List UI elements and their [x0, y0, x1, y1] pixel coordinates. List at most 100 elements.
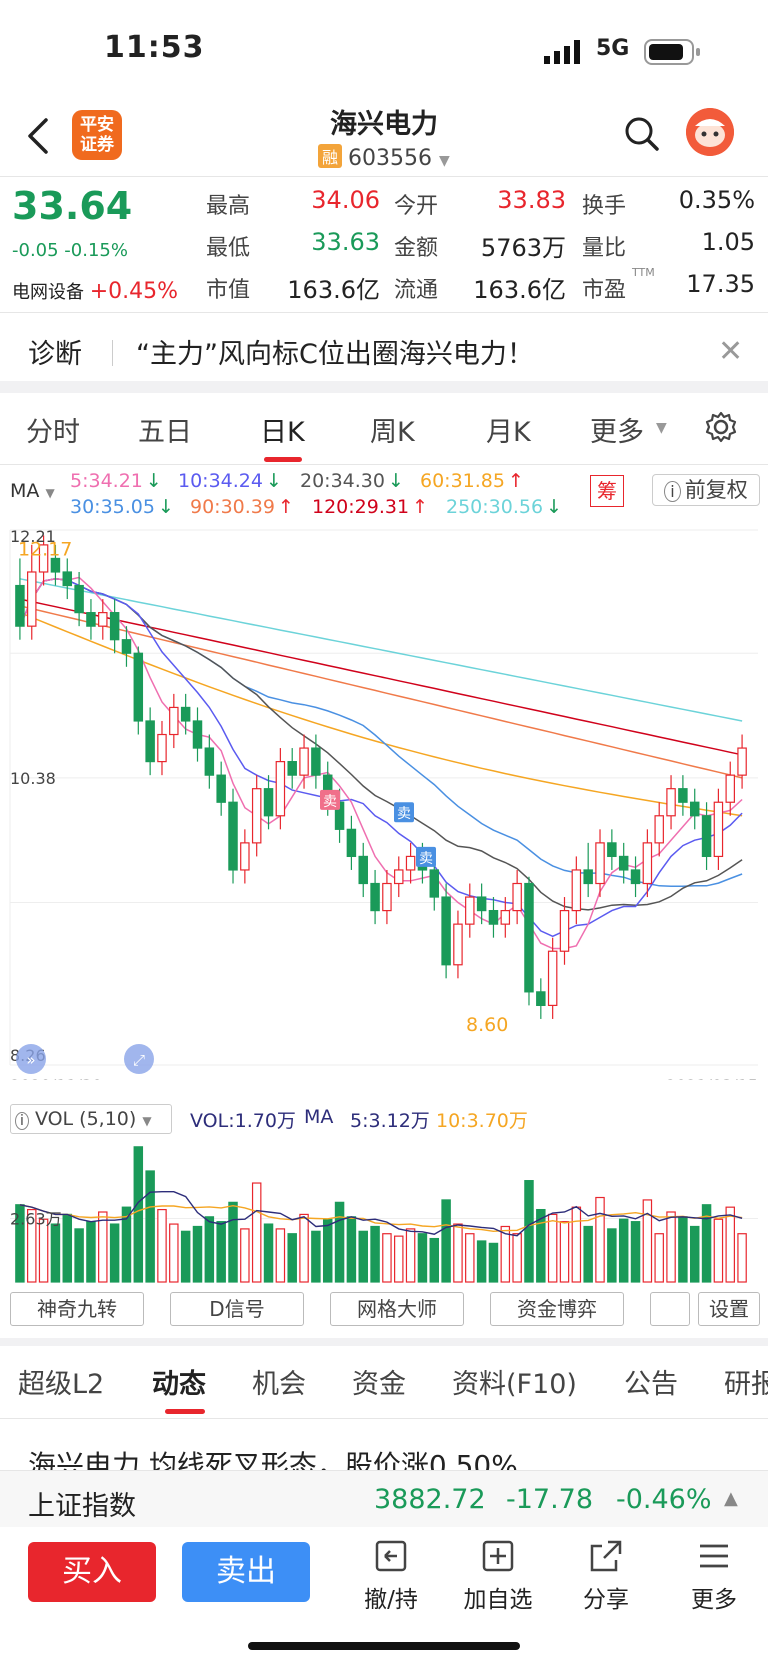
ma-legend-item: 120:29.31 ↑	[312, 496, 428, 518]
settings-gear-icon[interactable]	[704, 410, 738, 444]
footer-action-button[interactable]: 撤/持	[364, 1587, 418, 1613]
content-tab[interactable]: 动态	[152, 1369, 206, 1400]
tool-button[interactable]: 设置	[698, 1292, 760, 1326]
volume-bar	[441, 1199, 451, 1283]
volume-bar	[180, 1230, 191, 1283]
ma-line-250	[19, 578, 743, 722]
volume-ma-label: MA	[304, 1106, 334, 1128]
sector-name: 电网设备	[12, 282, 84, 303]
volume-bar	[263, 1223, 274, 1283]
volume-indicator-selector[interactable]: i VOL (5,10) ▼	[10, 1104, 172, 1134]
news-headline[interactable]: 海兴电力 均线死叉形态，股价涨0.50%	[28, 1449, 518, 1470]
volume-bar	[618, 1218, 629, 1283]
candle	[630, 856, 641, 898]
quote-label: 市盈	[582, 278, 627, 303]
content-tab[interactable]: 研报	[724, 1369, 768, 1400]
ma-legend-item: 5:34.21 ↓	[70, 470, 162, 492]
candle	[382, 869, 392, 925]
tool-button[interactable]: D信号	[170, 1292, 304, 1326]
volume-bar	[405, 1228, 416, 1283]
chart-tab[interactable]: 月K	[486, 417, 531, 448]
tool-button[interactable]: 神奇九转	[10, 1292, 144, 1326]
content-tab[interactable]: 资料(F10)	[452, 1369, 577, 1400]
candle	[595, 829, 605, 898]
stock-code-selector[interactable]: 融 603556 ▼	[318, 144, 450, 171]
ma-legend-item: 10:34.24 ↓	[178, 470, 282, 492]
home-indicator[interactable]	[248, 1642, 520, 1650]
candlestick-chart[interactable]: 12.2110.388.2612.178.602020/11/302021/03…	[0, 520, 768, 1080]
candle	[583, 842, 593, 898]
volume-bar	[346, 1216, 357, 1283]
volume-chart[interactable]: 2.63万	[0, 1136, 768, 1286]
content-tab[interactable]: 资金	[352, 1369, 406, 1400]
volume-bar	[38, 1218, 49, 1283]
fullscreen-icon: ⤢	[124, 1044, 154, 1074]
index-change-pct: -0.46%	[616, 1484, 712, 1515]
signal-icon	[544, 40, 580, 64]
back-arrow-icon[interactable]	[22, 114, 58, 158]
quote-value: 33.83	[497, 186, 566, 214]
candle	[713, 788, 724, 870]
ma-line-30	[19, 578, 743, 887]
candle	[74, 571, 84, 627]
candle	[240, 829, 250, 884]
content-tab[interactable]: 公告	[624, 1369, 678, 1400]
avatar[interactable]	[686, 108, 734, 156]
quote-value: 163.6亿	[287, 276, 380, 304]
sell-button[interactable]: 卖出	[182, 1542, 310, 1602]
volume-bar	[429, 1237, 440, 1283]
more-menu-icon	[700, 1544, 728, 1568]
candle	[465, 883, 475, 938]
chart-tab[interactable]: 更多	[590, 417, 644, 448]
volume-bar	[583, 1225, 593, 1283]
share-icon	[590, 1540, 622, 1572]
diagnosis-text[interactable]: “主力”风向标C位出圈海兴电力！	[136, 339, 534, 370]
diagnosis-label: 诊断	[28, 339, 82, 370]
tool-button[interactable]: 资金博弈	[490, 1292, 624, 1326]
candle	[275, 748, 286, 830]
content-tab[interactable]: 超级L2	[18, 1369, 105, 1400]
sector-link[interactable]: 电网设备 +0.45%	[12, 278, 178, 304]
volume-bar	[654, 1233, 664, 1283]
volume-bar	[299, 1213, 309, 1283]
expand-up-icon[interactable]: ▲	[724, 1488, 738, 1509]
index-name[interactable]: 上证指数	[28, 1491, 136, 1522]
volume-bar	[713, 1218, 724, 1283]
active-bottom-tab-indicator	[165, 1409, 205, 1414]
volume-bar	[216, 1221, 226, 1283]
buy-button[interactable]: 买入	[28, 1542, 156, 1602]
quote-value: 5763万	[480, 234, 566, 262]
candle	[453, 910, 463, 979]
sell-signal-marker: 卖	[416, 846, 436, 867]
active-tab-indicator	[264, 457, 302, 462]
candle	[192, 707, 203, 762]
tool-button-partial[interactable]	[650, 1292, 690, 1326]
chart-tab[interactable]: 周K	[370, 417, 415, 448]
tool-button[interactable]: 网格大师	[330, 1292, 464, 1326]
content-tab[interactable]: 机会	[252, 1369, 306, 1400]
footer-action-button[interactable]: 更多	[691, 1587, 737, 1613]
collapse-icon: »	[16, 1044, 46, 1074]
close-icon[interactable]: ✕	[718, 334, 744, 369]
footer-action-button[interactable]: 加自选	[463, 1587, 533, 1613]
svg-text:卖: 卖	[419, 851, 433, 867]
sector-change: +0.45%	[89, 279, 179, 304]
ma-legend-item: 90:30.39 ↑	[190, 496, 294, 518]
volume-bar	[689, 1225, 700, 1283]
search-icon[interactable]	[622, 114, 662, 154]
volume-bar	[536, 1208, 546, 1283]
volume-bar	[240, 1228, 250, 1283]
ma-selector[interactable]: MA ▼	[10, 480, 55, 502]
chip-distribution-button[interactable]: 筹	[590, 475, 624, 507]
volume-bar	[86, 1221, 96, 1283]
chart-tab[interactable]: 日K	[260, 417, 305, 448]
footer-action-button[interactable]: 分享	[583, 1587, 629, 1613]
chart-tab[interactable]: 五日	[138, 417, 192, 448]
volume-bar	[133, 1146, 144, 1283]
volume-bar	[642, 1199, 653, 1283]
ttm-label: TTM	[632, 266, 655, 279]
adjust-mode-button[interactable]: i 前复权	[652, 474, 760, 506]
candle	[476, 883, 487, 925]
ma-line-90	[19, 605, 743, 779]
chart-tab[interactable]: 分时	[26, 417, 80, 448]
